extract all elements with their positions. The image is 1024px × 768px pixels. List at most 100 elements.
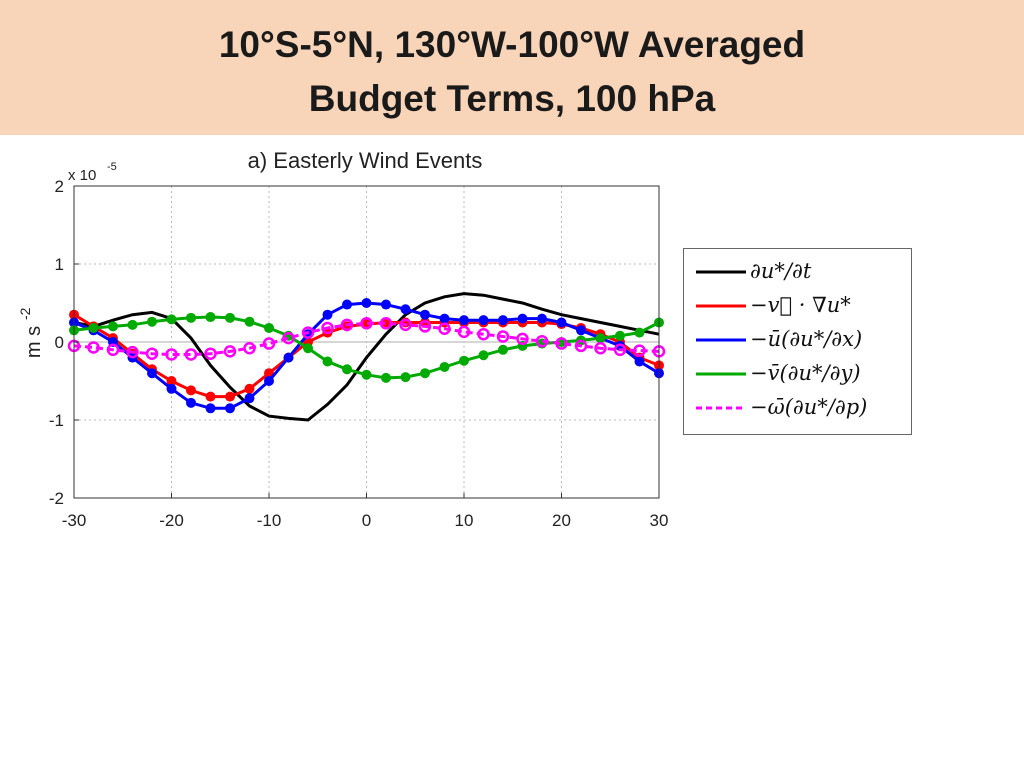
- data-point: [498, 344, 508, 355]
- legend-swatch-zonal: [696, 338, 746, 342]
- series-layer: [67, 292, 666, 422]
- data-point: [244, 383, 255, 394]
- data-point: [459, 315, 469, 326]
- x-tick-label: 10: [455, 511, 474, 530]
- budget-terms-chart: a) Easterly Wind Events -30 -20 -10 0 10 20 30…: [17, 148, 668, 530]
- legend-label-meridional: −v̄(∂u*/∂y): [750, 361, 861, 385]
- data-point: [225, 391, 235, 402]
- data-point: [360, 317, 373, 330]
- title-banner: 10°S-5°N, 130°W-100°W Averaged Budget Te…: [0, 0, 1024, 135]
- data-point: [205, 391, 216, 402]
- data-point: [106, 343, 120, 357]
- data-point: [516, 332, 529, 346]
- y-tick-label: -2: [49, 489, 64, 508]
- y-axis-label-text: m s: [23, 326, 45, 358]
- data-point: [361, 369, 372, 380]
- chart-title: a) Easterly Wind Events: [248, 148, 483, 173]
- data-point: [126, 345, 139, 359]
- data-point: [615, 330, 625, 341]
- data-point: [186, 397, 196, 408]
- y-tick-label: 2: [55, 177, 64, 196]
- data-point: [244, 316, 255, 327]
- data-point: [633, 344, 646, 357]
- data-point: [498, 315, 508, 326]
- data-point: [166, 314, 177, 325]
- data-point: [147, 368, 157, 379]
- data-point: [303, 343, 313, 354]
- data-point: [556, 317, 567, 328]
- data-point: [166, 383, 177, 394]
- data-point: [381, 372, 391, 383]
- data-point: [264, 322, 274, 333]
- data-point: [340, 318, 354, 332]
- data-point: [439, 361, 450, 372]
- data-point: [457, 325, 471, 339]
- data-point: [186, 385, 196, 396]
- data-point: [223, 345, 237, 358]
- data-point: [613, 343, 627, 357]
- legend-label-zonal: −ū(∂u*/∂x): [750, 327, 863, 351]
- data-point: [147, 316, 157, 327]
- legend-item: −v⃗ · ∇u*: [684, 291, 913, 321]
- data-point: [496, 330, 510, 343]
- data-point: [459, 355, 469, 366]
- page-title-line-2: Budget Terms, 100 hPa: [308, 78, 716, 119]
- legend: ∂u*/∂t −v⃗ · ∇u* −ū(∂u*/∂x) −v̄(∂u*/∂y) …: [683, 248, 912, 435]
- data-point: [225, 312, 235, 323]
- legend-item: ∂u*/∂t: [684, 257, 913, 287]
- data-point: [88, 322, 99, 333]
- data-point: [264, 376, 274, 386]
- data-point: [186, 312, 196, 323]
- data-point: [555, 337, 568, 350]
- data-point: [165, 348, 178, 361]
- data-point: [361, 298, 372, 308]
- page-title-line-1: 10°S-5°N, 130°W-100°W Averaged: [218, 24, 806, 65]
- data-point: [225, 403, 235, 414]
- x-tick-label: 30: [650, 511, 669, 530]
- legend-swatch-advection: [696, 304, 746, 308]
- data-point: [127, 319, 138, 330]
- data-point: [379, 317, 393, 330]
- data-point: [282, 331, 295, 345]
- legend-swatch-vertical: [696, 406, 746, 410]
- x-tick-label: -30: [62, 511, 87, 530]
- data-point: [184, 348, 198, 361]
- data-point: [478, 315, 489, 326]
- data-point: [420, 368, 430, 379]
- data-point: [204, 347, 217, 360]
- legend-item: −v̄(∂u*/∂y): [684, 359, 913, 389]
- data-point: [438, 322, 451, 335]
- legend-label-dudt: ∂u*/∂t: [750, 259, 812, 283]
- data-point: [634, 327, 645, 338]
- data-point: [166, 376, 177, 386]
- data-point: [381, 299, 391, 310]
- data-point: [439, 313, 450, 324]
- data-point: [517, 313, 528, 324]
- data-point: [87, 341, 100, 354]
- data-point: [342, 299, 352, 310]
- data-point: [108, 321, 118, 332]
- y-tick-label: -1: [49, 411, 64, 430]
- x-tick-label: 20: [552, 511, 571, 530]
- y-axis-label-exponent: -2: [17, 307, 33, 320]
- legend-label-advection: −v⃗ · ∇u*: [750, 293, 851, 317]
- x-tick-label: -20: [159, 511, 184, 530]
- data-point: [205, 403, 216, 414]
- x-tick-label: -10: [257, 511, 282, 530]
- data-point: [145, 347, 159, 360]
- data-point: [322, 356, 333, 367]
- legend-swatch-meridional: [696, 372, 746, 376]
- data-point: [594, 341, 607, 355]
- data-point: [418, 320, 432, 333]
- y-axis-label: m s -2: [17, 307, 45, 358]
- data-point: [342, 364, 352, 375]
- data-point: [400, 372, 411, 383]
- data-point: [634, 356, 645, 367]
- data-point: [301, 326, 315, 339]
- data-point: [595, 333, 606, 344]
- y-tick-label: 0: [55, 333, 64, 352]
- data-point: [477, 327, 490, 341]
- data-point: [399, 318, 412, 332]
- legend-item: −ū(∂u*/∂x): [684, 325, 913, 355]
